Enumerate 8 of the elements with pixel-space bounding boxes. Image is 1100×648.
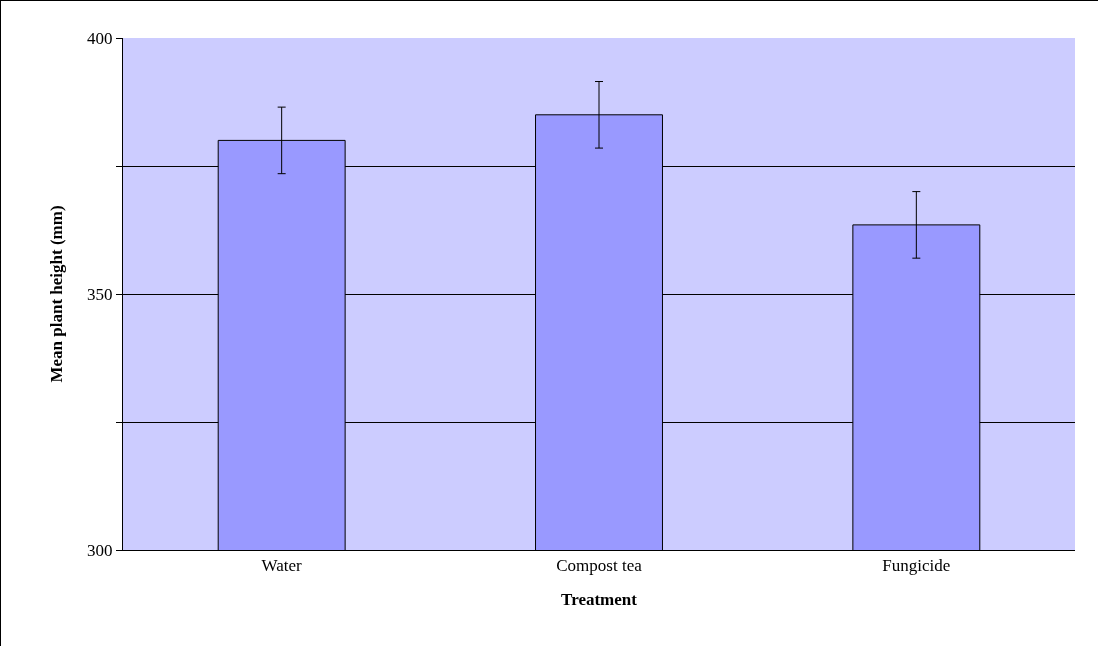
y-tick-label: 400 bbox=[87, 28, 113, 48]
x-tick-label: Water bbox=[261, 556, 303, 576]
x-tick-label: Compost tea bbox=[556, 556, 643, 576]
x-axis-title: Treatment bbox=[561, 589, 638, 609]
x-tick-label: Fungicide bbox=[882, 556, 951, 576]
y-tick-label: 350 bbox=[87, 284, 113, 304]
y-tick-label: 300 bbox=[87, 540, 113, 560]
y-axis-title: Mean plant height (mm) bbox=[46, 205, 66, 383]
